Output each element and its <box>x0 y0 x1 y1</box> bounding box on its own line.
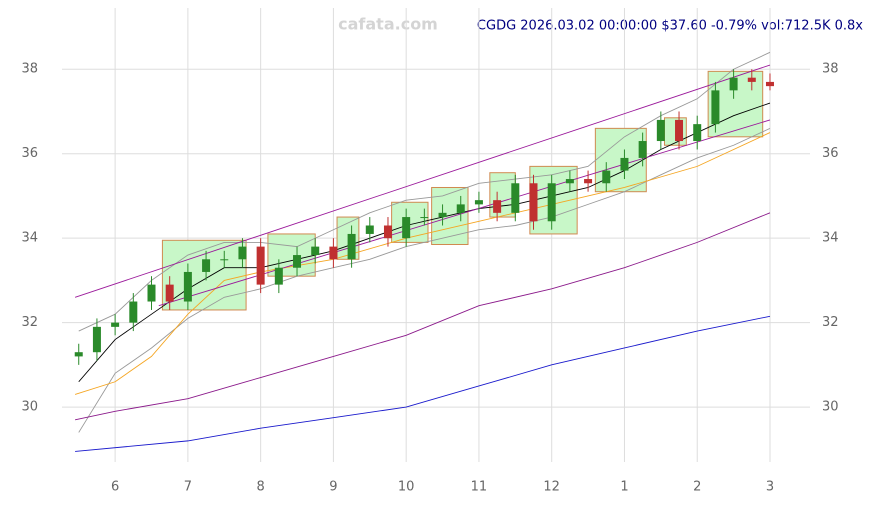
candle-body <box>402 217 411 239</box>
x-tick-label: 9 <box>329 480 337 495</box>
candle-body <box>111 322 120 327</box>
candle-body <box>602 170 611 184</box>
candle-body <box>493 200 502 213</box>
candle-body <box>383 225 392 239</box>
indicator-line <box>74 64 771 298</box>
zone <box>431 186 469 246</box>
y-tick-label: 34 <box>21 231 38 246</box>
x-tick-label: 6 <box>111 480 119 495</box>
candle-body <box>656 119 665 142</box>
candle-body <box>620 157 629 171</box>
chart-title: CGDG 2026.03.02 00:00:00 $37.60 -0.79% v… <box>477 19 863 34</box>
candle-body <box>293 255 302 268</box>
x-tick-label: 7 <box>184 480 192 495</box>
candle-body <box>183 271 192 302</box>
candle-body <box>311 246 320 256</box>
candle-body <box>329 246 338 260</box>
y-tick-label: 32 <box>21 315 38 330</box>
candle-body <box>74 352 83 357</box>
y-tick-label-right: 30 <box>822 400 839 415</box>
x-tick-label: 8 <box>257 480 265 495</box>
x-tick-label: 2 <box>693 480 701 495</box>
candle-body <box>238 246 247 260</box>
candle-body <box>165 284 174 302</box>
candle-body <box>129 301 138 323</box>
indicator-line <box>75 212 771 421</box>
y-tick-label: 36 <box>21 146 38 161</box>
candle-body <box>347 233 356 260</box>
candle-body <box>765 81 774 87</box>
indicator-line <box>78 51 771 332</box>
candle-body <box>529 183 538 222</box>
candle-body <box>711 90 720 125</box>
indicator-line <box>78 127 771 433</box>
candle-body <box>729 77 738 91</box>
candle-body <box>420 217 429 219</box>
candle-body <box>747 77 756 82</box>
y-tick-label: 38 <box>21 62 38 77</box>
candle-body <box>365 225 374 234</box>
y-tick-label-right: 34 <box>822 231 839 246</box>
watermark: cafata.com <box>338 15 438 34</box>
candle-body <box>675 119 684 142</box>
x-tick-label: 11 <box>471 480 488 495</box>
y-tick-label-right: 32 <box>822 315 839 330</box>
candle-body <box>584 179 593 184</box>
y-tick-label-right: 38 <box>822 62 839 77</box>
candle-body <box>220 259 229 261</box>
candle-body <box>693 124 702 142</box>
candle-body <box>638 141 647 158</box>
indicator-line <box>75 315 771 452</box>
candle-body <box>474 200 483 205</box>
candle-body <box>511 183 520 213</box>
x-tick-label: 1 <box>620 480 628 495</box>
candle-body <box>274 267 283 285</box>
x-tick-label: 3 <box>766 480 774 495</box>
candle-body <box>438 212 447 218</box>
candle-body <box>92 326 101 353</box>
candle-body <box>256 246 265 285</box>
candle-body <box>456 204 465 213</box>
y-tick-label-right: 36 <box>822 146 839 161</box>
zone <box>161 239 247 311</box>
candle-body <box>202 259 211 272</box>
x-tick-label: 12 <box>543 480 560 495</box>
x-tick-label: 10 <box>398 480 415 495</box>
candle-body <box>565 179 574 184</box>
candle-body <box>147 284 156 302</box>
y-tick-label: 30 <box>21 400 38 415</box>
candle-body <box>547 183 556 222</box>
